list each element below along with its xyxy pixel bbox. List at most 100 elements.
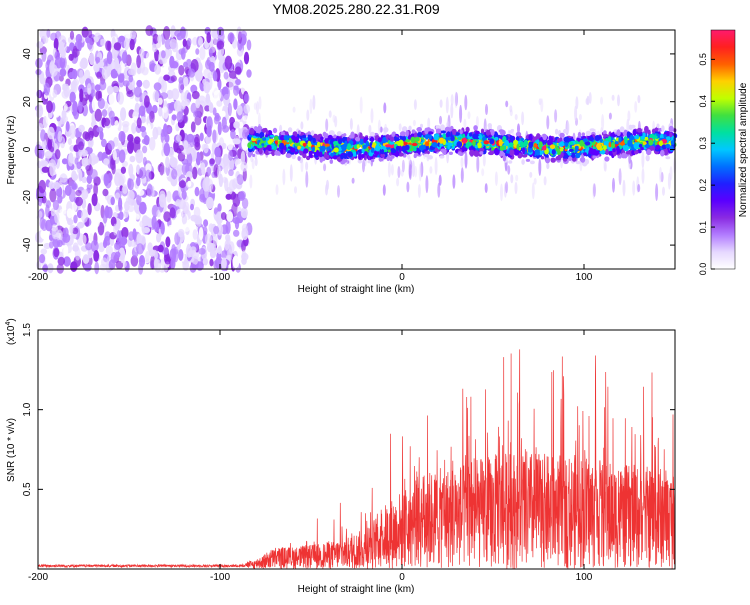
spectrogram-cell	[110, 196, 115, 206]
spectrogram-cell	[474, 144, 478, 149]
spectrogram-cell	[328, 110, 332, 118]
spectrogram-cell	[87, 203, 92, 216]
spectrogram-cell	[459, 104, 463, 123]
spectrogram-cell	[157, 34, 163, 44]
spectrogram-cell	[67, 137, 72, 146]
spectrogram-cell	[618, 168, 622, 186]
spectrogram-cell	[223, 71, 229, 80]
spectrogram-cell	[229, 70, 237, 79]
spectrogram-cell	[440, 148, 446, 153]
spectrogram-cell	[365, 141, 369, 147]
spectrogram-cell	[71, 48, 80, 58]
spectrogram-cell	[129, 137, 135, 151]
spectrogram-cell	[76, 161, 82, 170]
spectrogram-cell	[99, 80, 107, 91]
spectrogram-cell	[69, 30, 75, 40]
spectrogram-cell	[579, 157, 586, 163]
spectrogram-cell	[378, 157, 384, 162]
spectrogram-cell	[358, 152, 362, 160]
spectrogram-cell	[47, 139, 53, 150]
spectrogram-cell	[545, 154, 549, 158]
spectrogram-cell	[234, 66, 242, 75]
spectrogram-cell	[440, 130, 447, 134]
spectrogram-cell	[63, 103, 68, 112]
snr-y-tick-label: 1.5	[22, 323, 33, 337]
spectrogram-cell	[138, 201, 147, 215]
spectrogram-cell	[203, 219, 209, 227]
spectrogram-cell	[228, 91, 236, 101]
spectrogram-cell	[216, 40, 225, 50]
spectrogram-cell	[63, 227, 69, 238]
spectrogram-cell	[165, 156, 170, 169]
snr-series	[37, 349, 676, 569]
spectrogram-x-axis-label: Height of straight line (km)	[298, 284, 415, 295]
spectrogram-cell	[517, 123, 520, 135]
spectrogram-cell	[523, 139, 528, 147]
spectrogram-cell	[220, 110, 226, 118]
spectrogram-cell	[450, 135, 455, 142]
spectrogram-cell	[414, 165, 418, 178]
spectrogram-cell	[72, 100, 78, 114]
spectrogram-cell	[396, 177, 400, 187]
spectrogram-cell	[478, 135, 483, 139]
spectrogram-cell	[505, 100, 509, 108]
spectrogram-cell	[132, 109, 139, 117]
spectrogram-cell	[568, 148, 574, 152]
spectrogram-cell	[533, 177, 537, 185]
spectrogram-cell	[627, 139, 633, 147]
spectrogram-cell	[456, 141, 463, 148]
spectrogram-cell	[157, 244, 164, 253]
spectrogram-cell	[333, 147, 339, 153]
spectrogram-cell	[212, 71, 218, 82]
spectrogram-cell	[498, 129, 505, 133]
spectrogram-cell	[581, 132, 585, 137]
spectrogram-cell	[540, 98, 544, 113]
spectrogram-cell	[93, 182, 98, 197]
spectrogram-cell	[166, 190, 172, 203]
spectrogram-cell	[108, 259, 116, 270]
spectrogram-cell	[515, 174, 519, 182]
spectrogram-cell	[54, 51, 61, 60]
spectrogram-cell	[411, 142, 418, 147]
spectrogram-cell	[328, 130, 335, 137]
spectrogram-cell	[662, 186, 665, 196]
spectrogram-cell	[82, 131, 89, 140]
spectrogram-cell	[86, 83, 92, 95]
spectrogram-cell	[41, 166, 50, 173]
spectrogram-cell	[669, 132, 673, 138]
spectrogram-cell	[608, 150, 613, 156]
spectrogram-cell	[514, 114, 518, 121]
spectrogram-cell	[97, 151, 104, 161]
spectrogram-cell	[520, 137, 524, 142]
spectrogram-cell	[465, 126, 470, 133]
spectrogram-cell	[439, 99, 443, 108]
spectrogram-cell	[610, 132, 615, 137]
spectrogram-cell	[194, 186, 200, 197]
spectrogram-cell	[243, 51, 250, 65]
spectrogram-cell	[164, 48, 170, 60]
spectrogram-cell	[94, 108, 103, 122]
spectrogram-cell	[224, 240, 230, 251]
spectrogram-cell	[240, 161, 248, 172]
spectrogram-cell	[383, 127, 389, 133]
spectrogram-x-tick-label: -200	[28, 272, 48, 283]
spectrogram-cell	[559, 132, 565, 138]
spectrogram-cell	[382, 184, 386, 196]
spectrogram-cell	[136, 117, 142, 129]
spectrogram-cell	[282, 168, 286, 186]
spectrogram-cell	[670, 140, 675, 145]
spectrogram-cell	[241, 250, 247, 259]
spectrogram-cell	[334, 115, 338, 128]
spectrogram-cell	[169, 38, 178, 50]
spectrogram-cell	[311, 146, 315, 152]
spectrogram-cell	[59, 68, 67, 77]
colorbar-tick-label: 0.1	[698, 221, 708, 234]
spectrogram-cell	[227, 32, 235, 43]
spectrogram-cell	[50, 208, 56, 217]
spectrogram-cell	[666, 136, 671, 141]
spectrogram-cell	[40, 229, 49, 240]
spectrogram-cell	[370, 108, 374, 124]
spectrogram-cell	[325, 118, 329, 132]
spectrogram-cell	[240, 207, 248, 219]
spectrogram-cell	[183, 76, 189, 87]
